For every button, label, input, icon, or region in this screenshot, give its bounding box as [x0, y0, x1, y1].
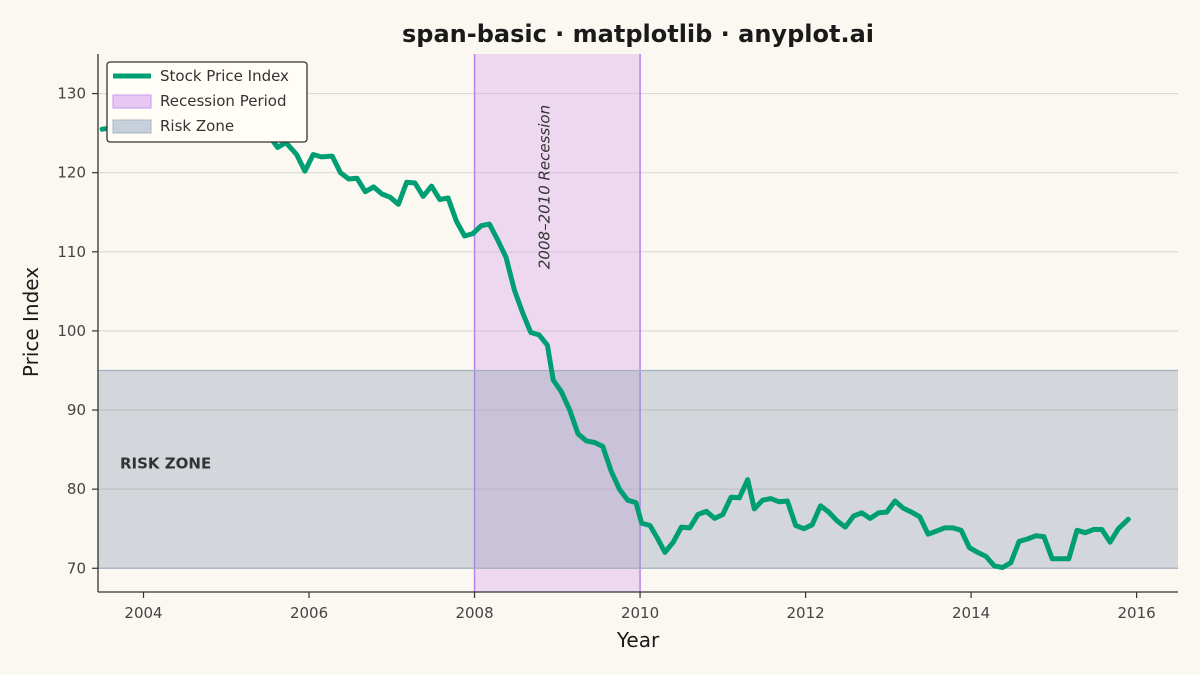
chart-title: span-basic · matplotlib · anyplot.ai [402, 20, 874, 48]
x-tick-label: 2014 [952, 604, 990, 622]
x-axis-label: Year [616, 628, 660, 652]
legend-swatch-risk-zone [112, 119, 152, 134]
y-tick-label: 90 [67, 401, 86, 419]
series-line-stock-price-index [99, 121, 1131, 570]
risk-zone-label: RISK ZONE [120, 455, 211, 473]
y-tick-label: 70 [67, 559, 86, 577]
plot-area: 2008–2010 Recession RISK ZONE 70 80 90 100 110… [57, 54, 1178, 622]
x-tick-label: 2008 [455, 604, 493, 622]
legend-label-risk-zone: Risk Zone [160, 117, 234, 135]
recession-period-span [474, 54, 641, 592]
y-tick-label: 110 [57, 243, 86, 261]
risk-zone-span [98, 370, 1178, 569]
y-tick-label: 120 [57, 164, 86, 182]
legend-label-recession-period: Recession Period [160, 92, 286, 110]
x-tick-label: 2006 [290, 604, 328, 622]
legend-box [106, 61, 308, 143]
x-tick-label: 2016 [1118, 604, 1156, 622]
y-axis-label: Price Index [19, 267, 43, 377]
legend-label-stock-price-index: Stock Price Index [160, 67, 289, 85]
y-tick-label: 100 [57, 322, 86, 340]
legend-swatch-recession-period [112, 94, 152, 109]
legend: Stock Price Index Recession Period Risk Zo… [106, 61, 308, 143]
x-tick-label: 2010 [621, 604, 659, 622]
y-tick-label: 130 [57, 85, 86, 103]
recession-span-label: 2008–2010 Recession [535, 105, 553, 269]
x-tick-label: 2012 [786, 604, 824, 622]
x-tick-label: 2004 [124, 604, 162, 622]
y-tick-label: 80 [67, 480, 86, 498]
